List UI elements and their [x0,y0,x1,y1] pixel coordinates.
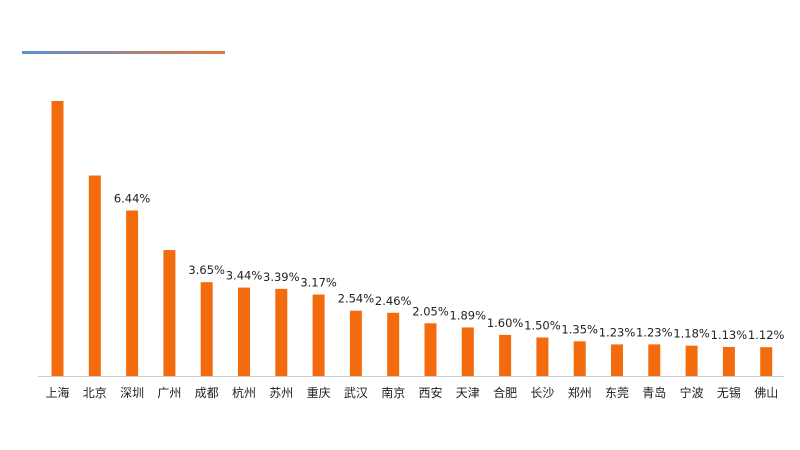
bar-16 [611,344,623,376]
value-label-9: 2.54% [338,292,375,306]
bar-15 [573,341,586,376]
category-label-17: 青岛 [642,385,666,400]
value-label-15: 1.35% [561,322,598,336]
category-label-15: 郑州 [568,385,592,400]
bar-6 [238,287,250,376]
category-label-14: 长沙 [530,386,554,400]
category-label-1: 上海 [45,385,69,400]
bar-3 [126,210,139,376]
value-label-20: 1.12% [748,328,785,342]
bar-12 [461,327,474,376]
bar-5 [200,282,213,376]
value-label-7: 3.39% [263,270,300,284]
bar-18 [685,345,698,376]
value-label-14: 1.50% [524,318,561,332]
category-label-19: 无锡 [717,385,741,400]
value-label-5: 3.65% [188,263,225,277]
category-label-2: 北京 [83,386,107,400]
value-label-11: 2.05% [412,304,449,318]
value-label-10: 2.46% [375,294,412,308]
category-label-16: 东莞 [605,386,629,400]
category-label-4: 广州 [157,386,181,400]
value-label-16: 1.23% [599,325,636,339]
value-label-8: 3.17% [300,276,337,290]
bar-2 [88,175,101,376]
category-label-6: 杭州 [232,385,256,400]
bar-9 [349,310,362,376]
bar-4 [163,250,176,376]
value-label-12: 1.89% [450,308,487,322]
bar-17 [648,344,661,376]
category-label-18: 宁波 [680,385,704,400]
category-label-5: 成都 [195,386,219,400]
bar-10 [387,312,400,376]
value-label-17: 1.23% [636,325,673,339]
category-label-20: 佛山 [754,386,778,400]
category-label-13: 合肥 [493,385,517,400]
category-label-7: 苏州 [269,386,293,400]
bar-13 [499,334,512,376]
bar-7 [275,288,288,376]
category-label-12: 天津 [456,386,480,400]
value-label-19: 1.13% [711,328,748,342]
category-label-9: 武汉 [344,386,368,400]
value-label-3: 6.44% [114,191,151,205]
bar-8 [312,294,325,376]
bar-1 [51,101,64,376]
value-label-6: 3.44% [226,269,263,283]
value-label-13: 1.60% [487,316,524,330]
header-divider [22,51,225,54]
category-label-3: 深圳 [120,386,144,400]
bar-11 [424,323,437,376]
bar-14 [536,337,549,376]
category-label-11: 西安 [418,385,442,400]
category-label-8: 重庆 [307,386,331,400]
category-label-10: 南京 [381,385,405,400]
bar-20 [760,347,773,376]
value-label-18: 1.18% [673,327,710,341]
bar-19 [722,346,735,376]
